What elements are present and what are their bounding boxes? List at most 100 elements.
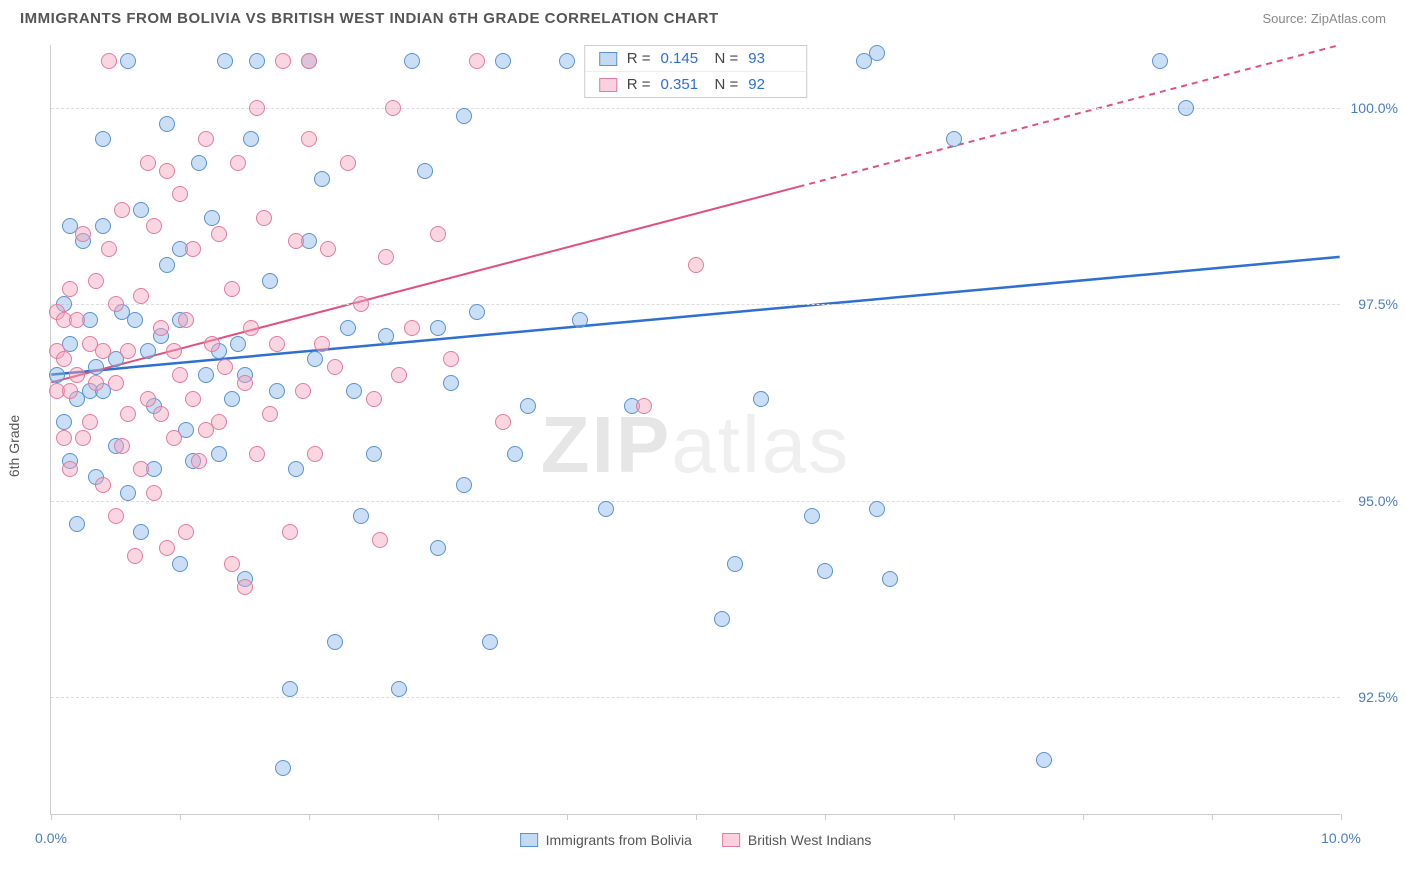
data-point xyxy=(224,391,240,407)
data-point xyxy=(95,131,111,147)
n-label: N = xyxy=(715,76,739,93)
data-point xyxy=(108,296,124,312)
data-point xyxy=(559,53,575,69)
swatch-icon xyxy=(599,78,617,92)
data-point xyxy=(108,508,124,524)
data-point xyxy=(172,556,188,572)
r-value: 0.145 xyxy=(661,50,705,67)
data-point xyxy=(1152,53,1168,69)
data-point xyxy=(817,563,833,579)
data-point xyxy=(507,446,523,462)
data-point xyxy=(301,53,317,69)
xtick xyxy=(1341,814,1342,820)
data-point xyxy=(307,446,323,462)
data-point xyxy=(482,634,498,650)
data-point xyxy=(211,226,227,242)
xtick xyxy=(51,814,52,820)
data-point xyxy=(249,53,265,69)
data-point xyxy=(224,281,240,297)
data-point xyxy=(191,155,207,171)
y-axis-label: 6th Grade xyxy=(6,415,22,477)
data-point xyxy=(69,367,85,383)
legend-row-series-0: R = 0.145 N = 93 xyxy=(585,46,807,71)
data-point xyxy=(133,202,149,218)
data-point xyxy=(269,383,285,399)
data-point xyxy=(295,383,311,399)
data-point xyxy=(237,579,253,595)
data-point xyxy=(430,540,446,556)
data-point xyxy=(688,257,704,273)
data-point xyxy=(727,556,743,572)
data-point xyxy=(804,508,820,524)
chart-header: IMMIGRANTS FROM BOLIVIA VS BRITISH WEST … xyxy=(0,0,1406,35)
data-point xyxy=(456,477,472,493)
swatch-icon xyxy=(520,833,538,847)
data-point xyxy=(882,571,898,587)
gridline xyxy=(51,697,1340,698)
data-point xyxy=(430,320,446,336)
xtick-label: 10.0% xyxy=(1321,830,1361,846)
data-point xyxy=(282,681,298,697)
xtick xyxy=(954,814,955,820)
data-point xyxy=(353,296,369,312)
data-point xyxy=(56,430,72,446)
data-point xyxy=(120,343,136,359)
data-point xyxy=(127,312,143,328)
n-value: 92 xyxy=(748,76,792,93)
data-point xyxy=(62,461,78,477)
data-point xyxy=(262,406,278,422)
data-point xyxy=(140,155,156,171)
data-point xyxy=(391,681,407,697)
data-point xyxy=(178,524,194,540)
data-point xyxy=(282,524,298,540)
data-point xyxy=(224,556,240,572)
data-point xyxy=(378,249,394,265)
data-point xyxy=(75,430,91,446)
data-point xyxy=(49,367,65,383)
xtick-label: 0.0% xyxy=(35,830,67,846)
data-point xyxy=(346,383,362,399)
data-point xyxy=(391,367,407,383)
data-point xyxy=(120,485,136,501)
data-point xyxy=(320,241,336,257)
data-point xyxy=(404,53,420,69)
data-point xyxy=(185,391,201,407)
data-point xyxy=(95,477,111,493)
swatch-icon xyxy=(722,833,740,847)
data-point xyxy=(133,461,149,477)
r-label: R = xyxy=(627,50,651,67)
ytick-label: 97.5% xyxy=(1358,296,1398,312)
legend-row-series-1: R = 0.351 N = 92 xyxy=(585,71,807,97)
xtick xyxy=(696,814,697,820)
data-point xyxy=(327,634,343,650)
chart-title: IMMIGRANTS FROM BOLIVIA VS BRITISH WEST … xyxy=(20,10,719,27)
data-point xyxy=(636,398,652,414)
source-name: ZipAtlas.com xyxy=(1311,11,1386,26)
xtick xyxy=(180,814,181,820)
legend-label: Immigrants from Bolivia xyxy=(546,832,692,848)
data-point xyxy=(69,516,85,532)
data-point xyxy=(443,375,459,391)
gridline xyxy=(51,501,1340,502)
ytick-label: 95.0% xyxy=(1358,493,1398,509)
n-label: N = xyxy=(715,50,739,67)
data-point xyxy=(714,611,730,627)
xtick xyxy=(567,814,568,820)
data-point xyxy=(869,45,885,61)
data-point xyxy=(353,508,369,524)
data-point xyxy=(495,53,511,69)
data-point xyxy=(114,438,130,454)
data-point xyxy=(753,391,769,407)
data-point xyxy=(120,406,136,422)
data-point xyxy=(101,241,117,257)
data-point xyxy=(185,241,201,257)
ytick-label: 100.0% xyxy=(1351,100,1398,116)
data-point xyxy=(495,414,511,430)
data-point xyxy=(133,288,149,304)
data-point xyxy=(469,53,485,69)
data-point xyxy=(198,367,214,383)
data-point xyxy=(88,273,104,289)
data-point xyxy=(340,155,356,171)
data-point xyxy=(62,383,78,399)
data-point xyxy=(172,367,188,383)
